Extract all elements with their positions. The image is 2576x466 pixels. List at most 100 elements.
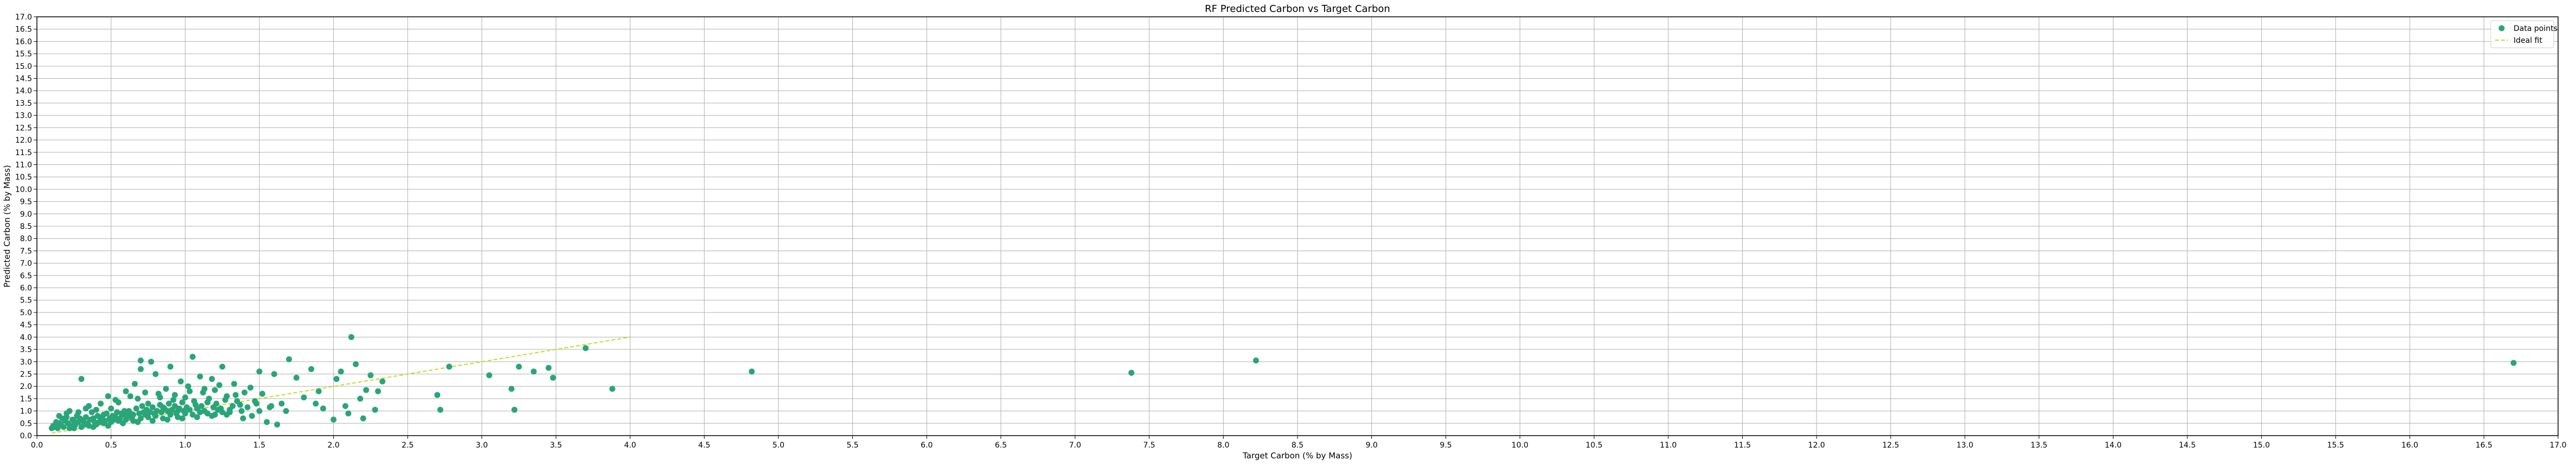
y-tick-label: 10.0 <box>15 186 32 194</box>
data-point <box>363 387 369 393</box>
y-axis-ticks: 0.0 0.5 1.0 1.5 2.0 2.5 3.0 3.5 4.0 4.5 5.0 5.5 6.0 6… <box>15 13 37 441</box>
y-tick-label: 6.5 <box>20 272 32 280</box>
data-point <box>204 410 211 417</box>
data-point <box>157 394 163 401</box>
x-tick-label: 9.5 <box>1440 441 1452 450</box>
data-point <box>232 392 239 398</box>
data-point <box>545 365 552 371</box>
data-point <box>219 363 225 370</box>
data-point <box>166 400 172 407</box>
x-tick-label: 8.5 <box>1292 441 1303 450</box>
data-point <box>315 388 322 394</box>
x-tick-label: 7.0 <box>1069 441 1081 450</box>
y-tick-label: 16.0 <box>15 37 32 46</box>
y-tick-label: 2.5 <box>20 370 32 379</box>
x-tick-label: 4.0 <box>624 441 636 450</box>
data-point <box>83 414 89 420</box>
x-tick-label: 10.5 <box>1586 441 1603 450</box>
data-point <box>256 368 263 375</box>
y-tick-label: 0.0 <box>20 432 32 441</box>
data-point <box>114 409 121 416</box>
y-tick-label: 11.0 <box>15 161 32 169</box>
data-point <box>1253 357 1259 363</box>
y-tick-label: 1.0 <box>20 407 32 416</box>
chart-title: RF Predicted Carbon vs Target Carbon <box>1205 3 1390 15</box>
y-tick-label: 3.5 <box>20 346 32 354</box>
data-point <box>212 387 218 393</box>
x-axis-title: Target Carbon (% by Mass) <box>1242 451 1352 461</box>
x-tick-label: 6.5 <box>995 441 1007 450</box>
x-tick-label: 0.5 <box>105 441 117 450</box>
data-point <box>238 408 245 414</box>
data-point <box>749 368 755 375</box>
data-point <box>197 409 203 416</box>
data-point <box>360 415 366 422</box>
data-point <box>172 392 178 398</box>
data-point <box>53 419 60 425</box>
data-point <box>609 386 616 392</box>
legend-label: Data points <box>2514 24 2558 33</box>
y-tick-label: 15.5 <box>15 50 32 59</box>
y-tick-label: 5.0 <box>20 309 32 317</box>
x-tick-label: 5.0 <box>773 441 784 450</box>
data-point <box>145 414 151 420</box>
data-point <box>226 406 233 413</box>
legend-label: Ideal fit <box>2514 36 2542 45</box>
data-point <box>252 398 258 404</box>
y-tick-label: 13.0 <box>15 112 32 120</box>
y-tick-label: 0.5 <box>20 419 32 428</box>
data-point <box>83 405 89 412</box>
data-point <box>224 411 230 418</box>
data-point <box>179 399 186 406</box>
data-point <box>164 416 170 423</box>
data-point <box>112 397 119 403</box>
data-point <box>583 345 589 352</box>
data-point <box>135 395 141 402</box>
data-point <box>293 374 300 381</box>
data-point <box>208 413 215 419</box>
data-point <box>308 366 314 372</box>
data-point <box>119 420 126 426</box>
x-tick-label: 15.0 <box>2253 441 2270 450</box>
data-points-layer <box>48 334 2517 431</box>
data-point <box>508 386 515 392</box>
y-tick-label: 7.0 <box>20 259 32 268</box>
data-point <box>244 404 251 411</box>
data-point <box>216 382 223 388</box>
data-point <box>279 400 285 407</box>
x-tick-label: 16.0 <box>2401 441 2418 450</box>
y-tick-label: 16.5 <box>15 25 32 34</box>
data-point <box>157 401 163 408</box>
data-point <box>149 404 156 411</box>
data-point <box>189 354 196 360</box>
data-point <box>90 424 97 430</box>
data-point <box>66 408 73 414</box>
data-point <box>268 403 275 410</box>
x-tick-label: 1.5 <box>254 441 265 450</box>
data-point <box>64 414 70 420</box>
data-point <box>357 395 364 402</box>
x-tick-label: 14.0 <box>2105 441 2122 450</box>
data-point <box>2510 360 2517 366</box>
data-point <box>222 397 229 403</box>
data-point <box>550 374 556 381</box>
data-point <box>338 368 344 375</box>
data-point <box>163 386 169 392</box>
x-axis-ticks: 0.0 0.5 1.0 1.5 2.0 2.5 3.0 3.5 4.0 4.5 5.0 5.5 6.0 6… <box>31 436 2567 450</box>
legend-marker <box>2498 25 2505 31</box>
data-point <box>486 372 492 379</box>
data-point <box>198 403 205 410</box>
data-point <box>66 425 73 431</box>
data-point <box>153 413 159 419</box>
x-tick-label: 1.0 <box>179 441 191 450</box>
y-tick-label: 6.0 <box>20 284 32 293</box>
data-point <box>330 416 337 423</box>
data-point <box>142 390 148 396</box>
data-point <box>145 400 151 407</box>
x-tick-label: 11.0 <box>1660 441 1676 450</box>
data-point <box>179 415 186 422</box>
x-tick-label: 17.0 <box>2549 441 2566 450</box>
data-point <box>186 388 193 394</box>
data-point <box>201 386 208 392</box>
